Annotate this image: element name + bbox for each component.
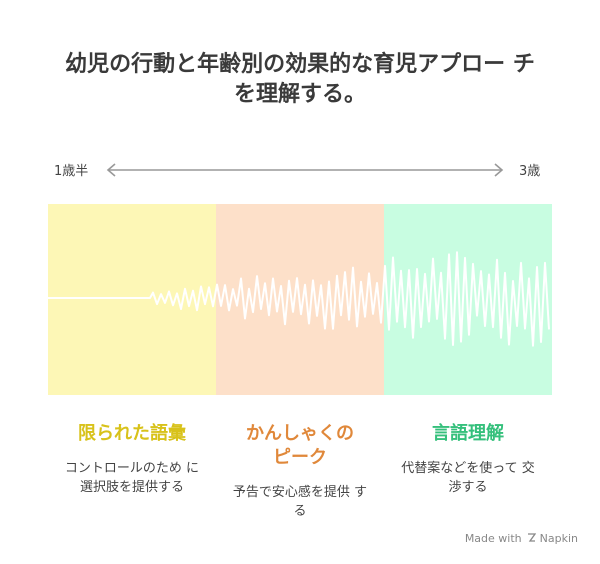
stage-title-tantrum-peak: かんしゃくの ピーク <box>246 423 354 468</box>
title-line-2: を理解する。 <box>233 82 366 107</box>
stage-desc-tantrum-peak: 予告で安心感を提供 する <box>232 485 368 519</box>
stage-desc-language-understanding: 代替案などを使って 交渉する <box>401 461 535 495</box>
made-with-label: Made with <box>464 532 522 545</box>
stage-title-language-understanding: 言語理解 <box>432 423 504 444</box>
stage-title-limited-vocabulary: 限られた語彙 <box>78 423 186 444</box>
behavior-intensity-wave <box>48 251 550 347</box>
stage-desc-limited-vocabulary: コントロールのため に選択肢を提供する <box>64 461 200 495</box>
napkin-logo-icon <box>527 532 537 545</box>
age-double-arrow <box>106 163 504 177</box>
axis-start-label: 1歳半 <box>54 164 89 179</box>
axis-end-label: 3歳 <box>519 164 541 179</box>
napkin-brand-label: Napkin <box>539 532 578 545</box>
title-line-1: 幼児の行動と年齢別の効果的な育児アプロー チ <box>65 52 535 77</box>
napkin-attribution[interactable]: Made with Napkin <box>465 532 578 545</box>
diagram-title: 幼児の行動と年齢別の効果的な育児アプロー チ を理解する。 <box>20 50 580 110</box>
